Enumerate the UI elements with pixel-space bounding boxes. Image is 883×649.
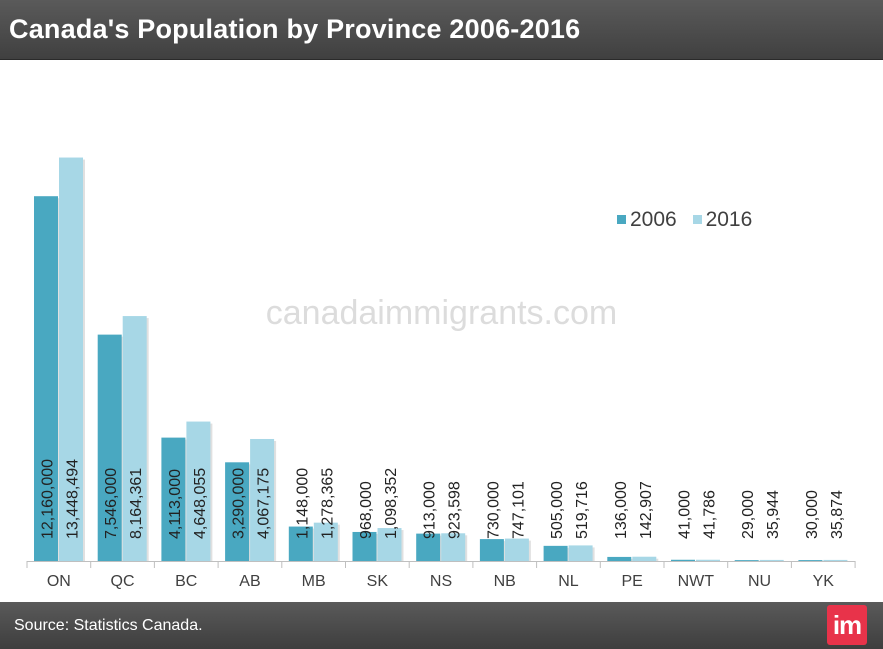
x-tick-label-ab: AB [239, 573, 260, 590]
data-label-bc-2016: 4,648,055 [192, 468, 209, 539]
data-label-bc-2006: 4,113,000 [167, 469, 184, 539]
data-label-nb-2016: 747,101 [510, 481, 527, 539]
bar-qc-2006 [97, 334, 122, 561]
data-label-ab-2016: 4,067,175 [256, 468, 273, 539]
data-label-mb-2006: 1,148,000 [294, 468, 311, 539]
bar-on-2006 [34, 196, 58, 561]
bar-bc-2006 [161, 437, 186, 561]
bar-mb-2016 [313, 522, 338, 561]
watermark-text: canadaimmigrants.com [265, 294, 618, 332]
bar-ab-2006 [225, 462, 250, 561]
data-label-on-2016: 13,448,494 [65, 459, 82, 539]
legend-item-2016: 2016 [692, 207, 753, 232]
data-label-sk-2006: 968,000 [358, 481, 375, 539]
x-tick-label-ns: NS [430, 573, 452, 590]
data-label-nu-2006: 29,000 [740, 490, 757, 539]
data-label-ns-2006: 913,000 [422, 481, 439, 539]
bar-nl-2006 [543, 545, 568, 561]
x-tick-label-sk: SK [367, 573, 389, 590]
x-tick-label-qc: QC [111, 573, 135, 590]
chart-title: Canada's Population by Province 2006-201… [9, 14, 581, 44]
bar-nu-2016 [759, 559, 784, 561]
data-label-nu-2016: 35,944 [765, 490, 782, 539]
bar-mb-2006 [288, 526, 313, 561]
x-tick-label-on: ON [47, 573, 71, 590]
data-label-nl-2006: 505,000 [549, 481, 566, 539]
bar-chart: 12,160,000 13,448,494 ON 7,546,000 8,164,361… [26, 157, 856, 590]
chart-area: canadaimmigrants.com 12,160,000 13,448,49… [0, 60, 883, 600]
x-tick-label-nb: NB [494, 573, 516, 590]
x-tick-label-nl: NL [558, 573, 579, 590]
chart-legend: 2006 2016 [617, 206, 762, 232]
data-label-yk-2016: 35,874 [829, 490, 846, 539]
source-note: Source: Statistics Canada. [14, 617, 203, 634]
data-label-nwt-2006: 41,000 [677, 490, 694, 539]
data-label-ns-2016: 923,598 [447, 481, 464, 539]
bar-yk-2016 [823, 559, 848, 561]
data-label-qc-2016: 8,164,361 [128, 468, 145, 539]
legend-item-2006: 2006 [617, 208, 677, 232]
data-label-nl-2016: 519,716 [574, 481, 591, 539]
data-label-nb-2006: 730,000 [485, 481, 502, 539]
legend-label-2016: 2016 [705, 207, 753, 231]
bar-pe-2006 [607, 556, 632, 561]
brand-logo[interactable]: im [827, 605, 867, 645]
bar-bc-2016 [186, 421, 211, 561]
bar-sk-2006 [352, 531, 377, 561]
bar-ns-2006 [416, 533, 441, 561]
data-label-ab-2006: 3,290,000 [231, 468, 248, 539]
legend-swatch-2016 [692, 215, 702, 224]
bar-pe-2016 [632, 556, 657, 561]
legend-swatch-2006 [617, 215, 626, 224]
bar-nb-2016 [504, 538, 529, 561]
bar-qc-2016 [122, 316, 147, 561]
legend-label-2006: 2006 [630, 207, 677, 231]
bar-nwt-2006 [671, 559, 695, 561]
bar-on-2016 [59, 157, 83, 562]
bar-ns-2016 [441, 533, 466, 561]
x-tick-label-mb: MB [302, 573, 326, 590]
data-label-sk-2016: 1,098,352 [383, 468, 400, 539]
x-tick-label-nwt: NWT [678, 573, 715, 590]
x-tick-label-yk: YK [813, 573, 835, 590]
footer-bar: Source: Statistics Canada. im [0, 602, 883, 649]
bar-nwt-2016 [696, 559, 720, 561]
bar-ab-2016 [250, 438, 275, 561]
bar-nu-2006 [734, 560, 759, 561]
data-label-mb-2016: 1,278,365 [319, 468, 336, 539]
bar-nb-2006 [479, 539, 504, 561]
bar-nl-2016 [568, 545, 593, 561]
x-tick-label-nu: NU [748, 573, 771, 590]
header-bar: Canada's Population by Province 2006-201… [0, 0, 883, 60]
data-label-yk-2006: 30,000 [804, 490, 821, 539]
data-label-qc-2006: 7,546,000 [103, 468, 120, 539]
data-label-on-2006: 12,160,000 [40, 459, 57, 539]
bar-sk-2016 [377, 528, 402, 561]
data-label-nwt-2016: 41,786 [702, 490, 719, 539]
x-tick-label-bc: BC [175, 573, 197, 590]
x-tick-label-pe: PE [621, 573, 642, 590]
data-label-pe-2016: 142,907 [638, 481, 655, 539]
data-label-pe-2006: 136,000 [613, 481, 630, 539]
bar-yk-2006 [798, 560, 823, 561]
